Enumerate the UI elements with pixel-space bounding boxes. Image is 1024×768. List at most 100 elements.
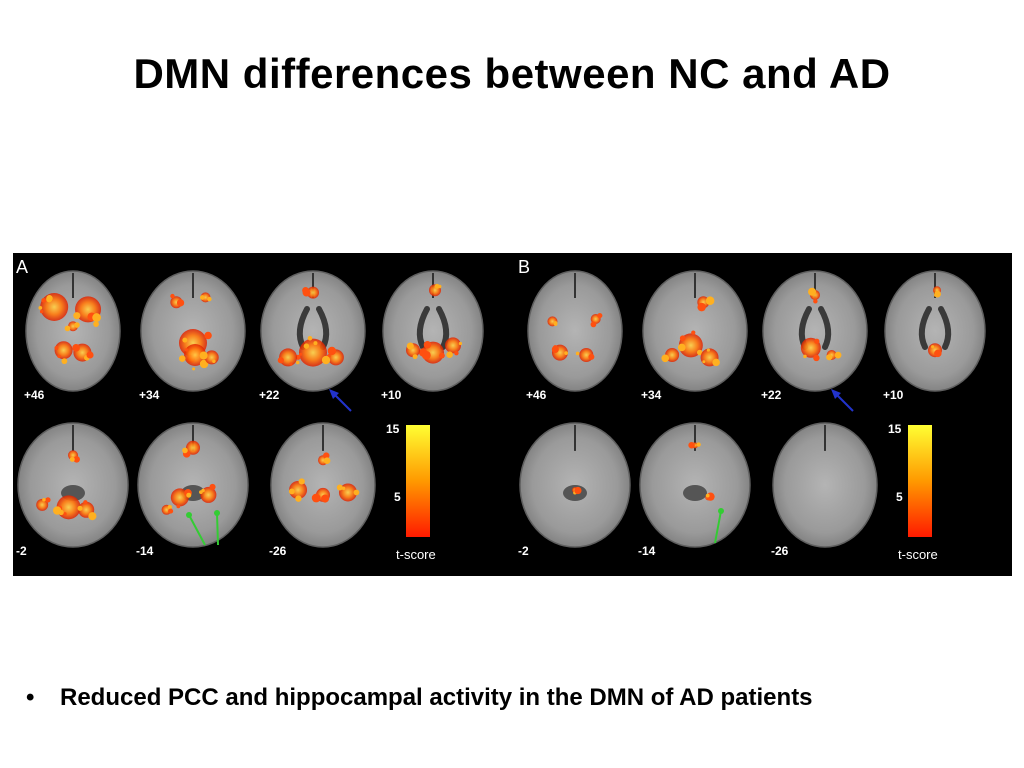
- activation-speck: [702, 360, 706, 364]
- bullet-text: Reduced PCC and hippocampal activity in …: [60, 684, 813, 711]
- brain-figure: A +46 +34 +22 +10 -2 -14 -26 15 5 t-score B +46 +34 +2…: [13, 253, 1012, 576]
- colorbar-max-label: 15: [888, 422, 902, 436]
- activation-blob: [445, 337, 461, 354]
- activation-speck: [706, 348, 710, 352]
- activation-speck: [295, 360, 300, 365]
- brain-slice-shape: [772, 422, 878, 548]
- brain-slice-shape: [884, 270, 986, 392]
- activation-blob: [36, 498, 49, 511]
- slice-coordinate-label: +46: [24, 388, 45, 402]
- brain-slice: +34: [641, 270, 748, 402]
- activation-speck: [38, 305, 43, 310]
- brain-slice: -2: [16, 422, 129, 558]
- activation-speck: [406, 342, 414, 350]
- ventricle-shape: [918, 306, 932, 350]
- activation-speck: [931, 345, 935, 349]
- activation-speck: [934, 349, 942, 358]
- activation-speck: [212, 359, 216, 363]
- activation-speck: [934, 290, 941, 298]
- activation-speck: [439, 352, 445, 359]
- activation-speck: [705, 296, 715, 306]
- activation-speck: [92, 313, 102, 322]
- activation-speck: [336, 484, 343, 491]
- activation-blob: [186, 440, 200, 455]
- activation-speck: [458, 341, 463, 346]
- activation-speck: [54, 346, 59, 350]
- activation-speck: [705, 493, 710, 498]
- green-arrow: [714, 510, 722, 544]
- activation-speck: [661, 354, 670, 363]
- activation-blob: [40, 293, 69, 321]
- activation-speck: [696, 442, 701, 447]
- brain-slice: -14: [136, 422, 249, 558]
- activation-speck: [688, 441, 695, 449]
- activation-speck: [412, 354, 418, 360]
- activation-speck: [182, 447, 188, 454]
- activation-speck: [696, 349, 703, 356]
- activation-speck: [77, 505, 83, 511]
- activation-speck: [303, 343, 310, 349]
- activation-speck: [83, 500, 88, 505]
- slice-coordinate-label: +34: [139, 388, 160, 402]
- activation-speck: [321, 355, 331, 365]
- activation-speck: [69, 456, 75, 462]
- activation-speck: [323, 452, 330, 459]
- activation-speck: [63, 512, 67, 516]
- brain-slice: +10: [381, 270, 484, 402]
- brain-slice-shape: [762, 270, 868, 392]
- activation-speck: [808, 287, 817, 296]
- activation-speck: [176, 299, 185, 307]
- slice-coordinate-label: -26: [771, 544, 789, 558]
- activation-speck: [590, 321, 597, 328]
- activation-speck: [204, 331, 212, 340]
- activation-speck: [64, 325, 71, 332]
- slice-coordinate-label: +22: [259, 388, 280, 402]
- activation-speck: [418, 348, 428, 357]
- activation-speck: [167, 504, 173, 510]
- activation-speck: [207, 296, 212, 302]
- activation-speck: [437, 284, 442, 289]
- slice-coordinate-label: +34: [641, 388, 662, 402]
- activation-speck: [353, 489, 360, 496]
- activation-speck: [42, 498, 46, 502]
- activation-speck: [295, 495, 302, 502]
- activation-speck: [199, 295, 205, 300]
- activation-speck: [199, 359, 209, 369]
- activation-speck: [277, 357, 284, 364]
- activation-speck: [679, 335, 686, 342]
- activation-speck: [182, 337, 188, 343]
- slice-coordinate-label: -2: [518, 544, 529, 558]
- activation-speck: [313, 341, 318, 346]
- activation-speck: [298, 478, 305, 485]
- activation-speck: [209, 483, 216, 491]
- activation-speck: [677, 343, 686, 352]
- brain-slice: -14: [638, 422, 751, 558]
- activation-speck: [289, 362, 293, 366]
- activation-speck: [446, 351, 453, 358]
- brain-slice: +22: [259, 270, 366, 402]
- activation-speck: [551, 345, 559, 353]
- midbrain-shape: [683, 485, 707, 501]
- activation-speck: [168, 508, 174, 514]
- activation-speck: [72, 344, 80, 352]
- colorbar-mid-label: 5: [896, 490, 903, 504]
- activation-speck: [170, 293, 175, 299]
- activation-speck: [321, 494, 330, 503]
- activation-speck: [311, 493, 321, 503]
- activation-speck: [73, 312, 81, 320]
- brain-slice: -26: [771, 422, 878, 558]
- ventricle-shape: [938, 306, 952, 350]
- activation-speck: [176, 504, 181, 509]
- activation-speck: [186, 492, 192, 498]
- activation-speck: [58, 509, 64, 516]
- activation-speck: [553, 322, 558, 326]
- brain-slice-shape: [527, 270, 623, 392]
- activation-speck: [201, 488, 205, 493]
- colorbar-title: t-score: [396, 547, 436, 562]
- activation-speck: [423, 340, 432, 349]
- activation-speck: [61, 358, 68, 365]
- colorbar-max-label: 15: [386, 422, 400, 436]
- ventricle-shape: [818, 306, 832, 350]
- activation-speck: [813, 354, 820, 362]
- activation-speck: [192, 367, 196, 371]
